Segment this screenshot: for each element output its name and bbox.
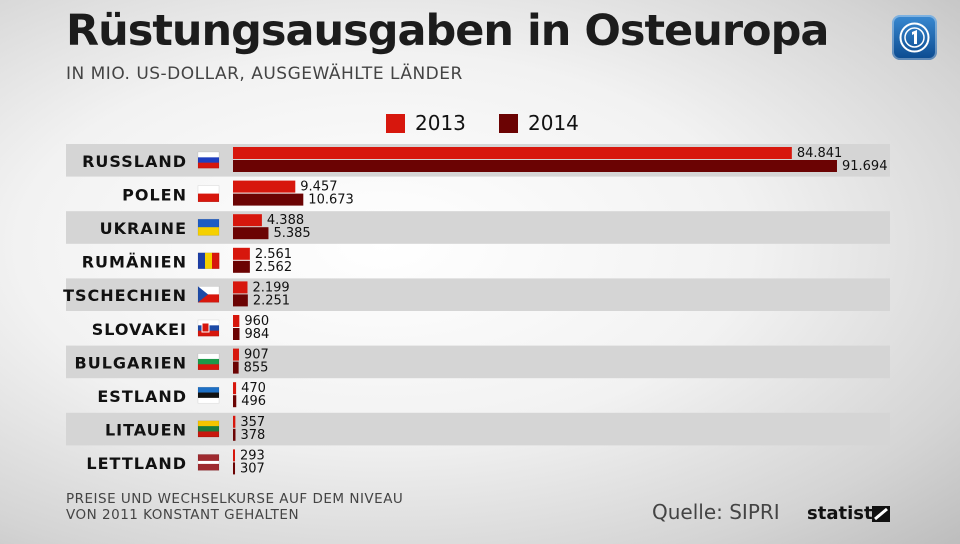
chart-title: Rüstungsausgaben in Osteuropa	[66, 6, 829, 56]
legend-swatch-2013	[386, 114, 405, 133]
category-label-estland: ESTLAND	[97, 387, 187, 406]
value-label-2014-ukraine: 5.385	[273, 226, 310, 241]
value-label-2013-rumaenien: 2.561	[255, 247, 292, 262]
flag-litauen-icon	[197, 420, 220, 438]
flag-lettland-icon	[197, 454, 220, 471]
value-label-2013-russland: 84.841	[797, 146, 843, 161]
flag-estland-icon	[197, 386, 220, 404]
category-label-bulgarien: BULGARIEN	[75, 353, 188, 372]
tagesschau-logo-icon	[892, 15, 937, 60]
flag-polen-icon	[197, 185, 220, 202]
category-label-lettland: LETTLAND	[86, 454, 187, 473]
bar-2014-estland	[233, 395, 237, 408]
value-label-2014-lettland: 307	[240, 461, 265, 476]
flag-bulgarien-icon	[197, 353, 220, 370]
flag-russland-icon	[197, 151, 220, 169]
flag-slovakei-icon	[197, 319, 220, 337]
bar-2013-estland	[233, 382, 237, 395]
value-label-2014-rumaenien: 2.562	[255, 260, 292, 275]
value-label-2013-bulgarien: 907	[244, 348, 269, 363]
bar-2014-rumaenien	[233, 260, 250, 273]
value-label-2013-estland: 470	[241, 381, 266, 396]
bar-2014-ukraine	[233, 227, 269, 240]
category-label-litauen: LITAUEN	[105, 421, 187, 440]
category-label-tschechien: TSCHECHIEN	[63, 286, 187, 305]
value-label-2013-tschechien: 2.199	[252, 280, 289, 295]
category-label-rumaenien: RUMÄNIEN	[82, 253, 187, 272]
chart-subtitle: IN MIO. US-DOLLAR, AUSGEWÄHLTE LÄNDER	[66, 64, 463, 84]
value-label-2013-litauen: 357	[240, 415, 265, 430]
value-label-2013-lettland: 293	[240, 448, 265, 463]
bar-2014-bulgarien	[233, 361, 239, 374]
row-band	[66, 345, 890, 379]
bar-2014-litauen	[233, 428, 236, 441]
value-label-2014-litauen: 378	[240, 428, 265, 443]
bar-2014-lettland	[233, 462, 236, 475]
flag-ukraine-icon	[197, 218, 220, 236]
bar-2014-polen	[233, 193, 304, 206]
value-label-2014-bulgarien: 855	[244, 361, 269, 376]
bar-2013-rumaenien	[233, 247, 250, 260]
footnote: PREISE UND WECHSELKURSE AUF DEM NIVEAU V…	[66, 491, 404, 523]
bar-2013-bulgarien	[233, 348, 239, 361]
bar-2014-tschechien	[233, 294, 248, 307]
row-band	[66, 211, 890, 244]
bar-2013-ukraine	[233, 214, 262, 227]
value-label-2013-slovakei: 960	[244, 314, 269, 329]
category-label-slovakei: SLOVAKEI	[92, 320, 187, 339]
legend-label-2013: 2013	[415, 111, 466, 135]
row-band	[66, 278, 890, 311]
flag-tschechien-icon	[197, 286, 220, 303]
legend-label-2014: 2014	[528, 111, 579, 135]
source-label: Quelle: SIPRI	[652, 500, 780, 524]
value-label-2014-russland: 91.694	[842, 159, 888, 174]
value-label-2014-slovakei: 984	[244, 327, 269, 342]
bar-2013-russland	[233, 147, 792, 159]
flag-rumaenien-icon	[197, 252, 220, 270]
category-label-russland: RUSSLAND	[82, 152, 187, 171]
value-label-2013-ukraine: 4.388	[267, 213, 304, 228]
value-label-2013-polen: 9.457	[300, 180, 337, 195]
value-label-2014-tschechien: 2.251	[253, 293, 290, 308]
value-label-2014-estland: 496	[241, 394, 266, 409]
category-label-ukraine: UKRAINE	[100, 219, 187, 238]
bar-2013-litauen	[233, 415, 236, 428]
statista-logo-icon	[872, 506, 890, 522]
category-label-polen: POLEN	[122, 185, 187, 204]
bar-2013-polen	[233, 180, 296, 193]
row-band	[66, 412, 890, 446]
bar-2014-slovakei	[233, 328, 240, 340]
value-label-2014-polen: 10.673	[308, 193, 354, 208]
bar-2013-lettland	[233, 449, 235, 462]
bar-2013-slovakei	[233, 315, 240, 327]
bar-2013-tschechien	[233, 281, 248, 294]
brand-name: statista	[807, 503, 885, 524]
legend-swatch-2014	[499, 114, 518, 133]
bar-2014-russland	[233, 160, 837, 172]
